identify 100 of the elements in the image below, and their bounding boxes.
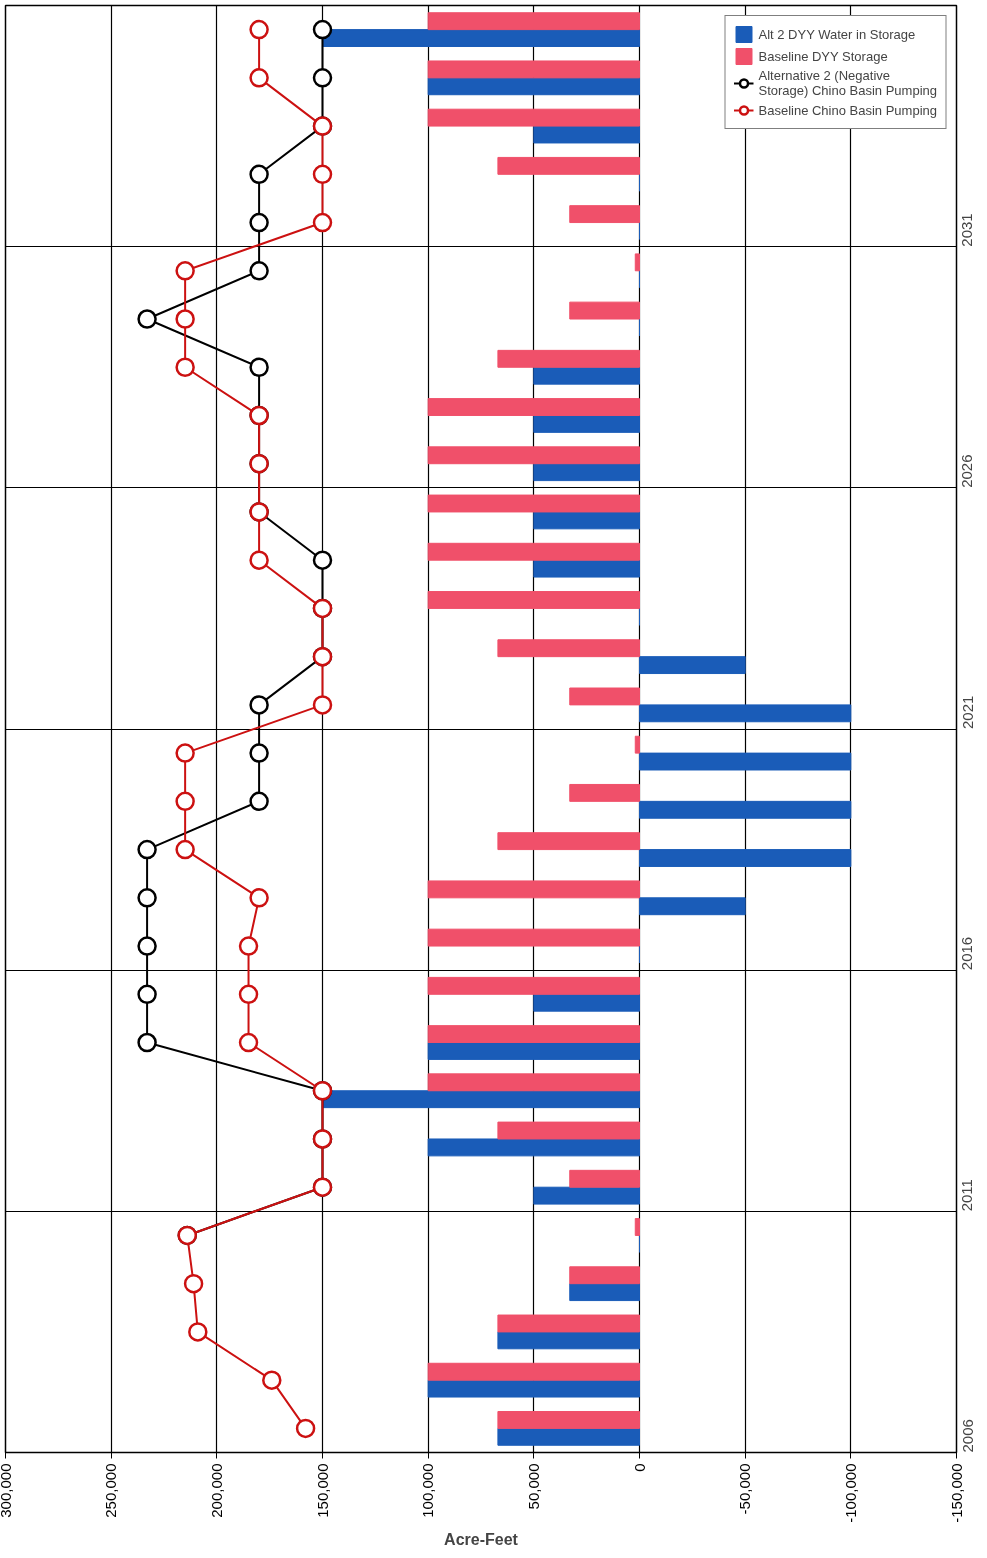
point: [175, 261, 195, 281]
bar: [427, 446, 640, 465]
bar: [497, 832, 640, 851]
bar: [427, 1042, 640, 1060]
legend-label: Baseline Chino Basin Pumping: [758, 102, 937, 118]
bar: [427, 591, 640, 609]
point: [175, 839, 195, 860]
point: [238, 984, 259, 1005]
bar: [497, 639, 640, 658]
point: [249, 550, 269, 570]
x-tick-label: 150,000: [313, 1463, 331, 1518]
bar: [427, 1379, 640, 1398]
bar: [639, 800, 852, 819]
point: [249, 888, 269, 908]
bar: [322, 29, 640, 47]
y-tick-label: 2031: [958, 213, 976, 247]
y-tick-label: 2016: [958, 936, 976, 971]
x-axis-title: Acre-Feet: [444, 1530, 519, 1548]
point: [175, 791, 195, 812]
point: [238, 1032, 259, 1053]
bar: [427, 108, 640, 127]
bar: [639, 704, 852, 723]
point: [183, 1273, 204, 1294]
point: [312, 550, 333, 570]
point: [312, 19, 333, 40]
y-tick-label: 2021: [958, 695, 976, 729]
legend-label: Alternative 2 (Negative Storage) Chino Basin Pumping: [758, 68, 937, 98]
point: [262, 1370, 282, 1390]
bar: [427, 1025, 640, 1044]
bar: [427, 12, 640, 31]
y-tick-label: 2006: [958, 1419, 976, 1453]
bar: [497, 1427, 640, 1446]
bar: [569, 687, 640, 706]
legend-label: Baseline DYY Storage: [758, 48, 888, 64]
bar: [322, 1090, 640, 1109]
bar: [497, 1121, 640, 1140]
bar: [569, 205, 640, 224]
point: [249, 791, 269, 812]
bar: [569, 1266, 640, 1285]
point: [249, 357, 269, 377]
x-tick-label: -50,000: [736, 1463, 754, 1515]
bar: [427, 398, 640, 416]
bar: [497, 349, 640, 368]
point: [249, 695, 269, 715]
bar: [497, 1314, 640, 1333]
y-tick-label: 2011: [958, 1179, 976, 1212]
bar: [427, 1138, 640, 1157]
bar: [427, 1073, 640, 1092]
point: [137, 839, 157, 860]
bar: [533, 125, 640, 144]
legend-label: Alt 2 DYY Water in Storage: [758, 26, 916, 42]
bar: [533, 463, 640, 482]
y-tick-label: 2026: [958, 454, 976, 488]
bar: [639, 897, 746, 916]
bar: [569, 1169, 640, 1188]
bar: [497, 1331, 640, 1350]
point: [249, 743, 269, 763]
x-tick-label: 300,000: [0, 1463, 14, 1518]
bar: [533, 1186, 640, 1205]
point: [295, 1418, 316, 1439]
point: [249, 164, 269, 185]
point: [137, 309, 157, 329]
point: [312, 212, 333, 233]
point: [312, 695, 333, 715]
x-tick-label: 50,000: [524, 1463, 542, 1510]
bar: [634, 1218, 640, 1236]
point: [249, 68, 269, 88]
bar: [427, 1362, 640, 1381]
bar: [427, 542, 640, 561]
bar: [427, 880, 640, 899]
point: [312, 164, 333, 185]
point: [137, 888, 157, 908]
bar: [533, 366, 640, 385]
point: [175, 357, 195, 377]
bar: [427, 928, 640, 947]
x-tick-label: 0: [630, 1463, 648, 1472]
x-tick-label: 100,000: [419, 1463, 437, 1518]
point: [175, 309, 195, 329]
bar: [533, 559, 640, 578]
x-tick-label: 250,000: [102, 1463, 120, 1518]
bar: [569, 1283, 640, 1302]
bar: [533, 993, 640, 1012]
point: [249, 261, 269, 281]
point: [137, 984, 157, 1005]
x-tick-label: -150,000: [947, 1463, 965, 1523]
bar: [427, 60, 640, 79]
bar: [639, 656, 746, 675]
point: [137, 936, 157, 956]
bar: [639, 849, 852, 867]
bar: [634, 735, 640, 754]
bar: [533, 511, 640, 530]
point: [137, 1032, 157, 1053]
bar: [639, 752, 852, 771]
point: [249, 212, 269, 233]
point: [249, 19, 269, 40]
bar: [634, 253, 640, 272]
bar: [569, 301, 640, 320]
x-tick-label: -100,000: [841, 1463, 859, 1523]
point: [238, 936, 259, 956]
bar: [533, 414, 640, 433]
